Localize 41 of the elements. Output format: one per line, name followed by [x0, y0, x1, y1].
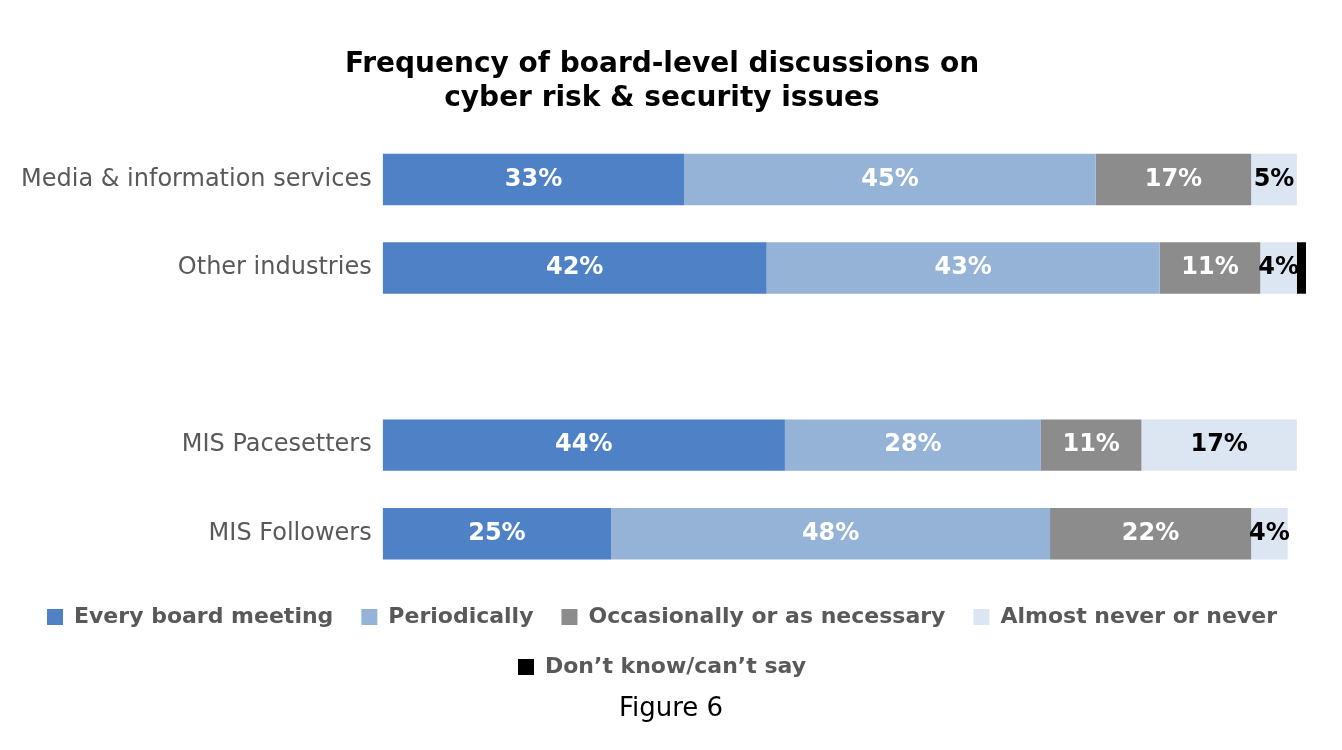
data-label: 45%	[861, 163, 919, 192]
bar	[1040, 419, 1142, 471]
bar	[382, 508, 612, 560]
legend-label: Don’t know/can’t say	[544, 652, 807, 678]
data-label: 33%	[504, 163, 563, 192]
data-label: 11%	[1062, 429, 1120, 458]
data-label: 17%	[1144, 163, 1203, 192]
bar	[1141, 419, 1297, 471]
data-label: 5%	[1253, 163, 1295, 192]
bar	[766, 242, 1160, 294]
bar	[1095, 153, 1252, 206]
legend-label: Periodically	[388, 602, 534, 628]
data-label: 28%	[884, 429, 942, 458]
y-tick-label: MIS Pacesetters	[181, 429, 372, 458]
data-label: 11%	[1181, 252, 1239, 281]
bar	[382, 242, 767, 294]
legend-label: Occasionally or as necessary	[588, 602, 946, 628]
y-tick-label: MIS Followers	[208, 517, 372, 546]
bar	[1296, 242, 1306, 294]
data-label: 25%	[468, 517, 526, 546]
bar	[784, 419, 1041, 471]
data-label: 22%	[1121, 517, 1180, 546]
data-label: 44%	[555, 429, 613, 458]
y-tick-label: Other industries	[177, 252, 372, 281]
y-tick-label: Media & information services	[21, 163, 372, 192]
bar	[382, 153, 685, 206]
data-label: 43%	[934, 252, 992, 281]
chart-title: Frequency of board-level discussions on cyber risk & security issues	[344, 46, 980, 113]
data-label: 48%	[801, 517, 860, 546]
bar	[684, 153, 1096, 206]
data-label: 4%	[1258, 252, 1299, 281]
legend-label: Every board meeting	[74, 602, 334, 628]
data-label: 4%	[1249, 517, 1290, 546]
bar	[382, 419, 785, 471]
data-label: 17%	[1190, 429, 1248, 458]
bar	[611, 508, 1051, 560]
legend-label: Almost never or never	[1000, 602, 1278, 628]
bar	[1050, 508, 1252, 560]
caption: Figure 6	[617, 692, 725, 722]
bar	[1159, 242, 1261, 294]
data-label: 42%	[545, 252, 604, 281]
